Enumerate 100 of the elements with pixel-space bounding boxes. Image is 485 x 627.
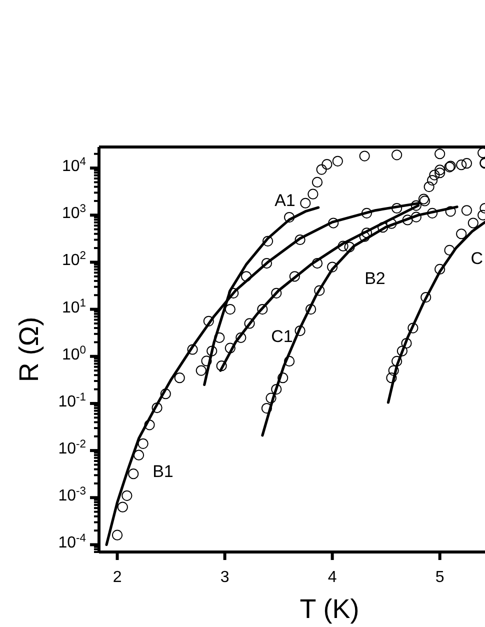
point (392, 202, 402, 214)
y-tick-label: 10$^{-2}$ (58, 438, 86, 458)
point (408, 322, 418, 334)
point (468, 218, 478, 228)
point (456, 160, 467, 170)
x-tick-label: 3 (220, 569, 230, 586)
point (174, 372, 185, 384)
point (434, 148, 446, 160)
point (434, 264, 446, 275)
point (244, 318, 255, 329)
point (294, 325, 306, 336)
annotation: C (470, 249, 483, 268)
point (461, 158, 472, 169)
point (316, 164, 327, 175)
point (410, 200, 422, 211)
point (427, 174, 438, 186)
point (284, 356, 295, 366)
point (271, 288, 282, 298)
point (187, 344, 198, 355)
point (456, 228, 467, 240)
point (261, 402, 272, 414)
point (128, 468, 139, 480)
point (314, 285, 325, 296)
point (434, 168, 446, 178)
x-tick-label: 2 (112, 569, 122, 586)
point (361, 208, 372, 218)
point (138, 438, 148, 449)
point (289, 271, 300, 282)
point (338, 240, 348, 252)
point (278, 372, 288, 384)
point (241, 271, 252, 282)
annotation: B2 (364, 269, 386, 288)
y-tick-label: 10$^{2}$ (62, 250, 86, 270)
point (224, 304, 236, 315)
point (284, 212, 295, 223)
point (294, 234, 306, 246)
y-tick-label: 10$^{4}$ (62, 156, 86, 176)
point (410, 212, 422, 222)
point (152, 402, 162, 414)
point (322, 159, 332, 170)
point (201, 356, 212, 366)
point (112, 530, 123, 540)
point (203, 316, 214, 326)
y-tick-label: 10$^{-4}$ (58, 532, 86, 552)
point (257, 304, 268, 315)
y-tick-label: 10$^{-1}$ (58, 391, 86, 410)
point (214, 332, 225, 343)
point (424, 181, 434, 192)
point (224, 342, 236, 354)
point (344, 242, 355, 252)
point (196, 365, 206, 376)
point (308, 188, 318, 200)
y-tick-label: 10$^{1}$ (62, 297, 86, 316)
point (392, 150, 402, 160)
point (332, 156, 343, 166)
point (206, 346, 218, 356)
point (386, 372, 397, 384)
annotation: B1 (152, 462, 174, 481)
point (300, 198, 311, 208)
point (401, 338, 412, 349)
x-tick-label: 4 (328, 569, 337, 586)
point (420, 292, 432, 303)
point (434, 164, 446, 176)
point (312, 176, 323, 188)
point (402, 214, 413, 226)
y-tick-label: 10$^{3}$ (62, 203, 86, 222)
point (117, 502, 128, 512)
point (262, 236, 274, 246)
x-axis-title: T (K) (300, 594, 360, 624)
y-tick-label: 10$^{0}$ (62, 344, 86, 364)
point (461, 205, 472, 216)
point (216, 360, 227, 372)
annotation: A1 (274, 191, 296, 210)
point (271, 384, 282, 395)
point (445, 206, 456, 217)
point (133, 450, 144, 460)
point (361, 228, 372, 238)
y-tick-label: 10$^{-3}$ (58, 486, 86, 505)
y-axis-title: R (Ω) (14, 316, 44, 382)
point (327, 262, 338, 272)
point (429, 170, 440, 180)
point (160, 388, 171, 400)
point (306, 304, 316, 315)
point (388, 365, 399, 376)
point (261, 258, 272, 269)
point (236, 332, 246, 343)
point (392, 356, 402, 366)
x-tick-label: 5 (435, 569, 444, 586)
annotation: C1 (271, 327, 293, 346)
point (266, 392, 276, 404)
point (396, 346, 408, 356)
point (122, 490, 132, 501)
point (378, 222, 388, 233)
point (328, 218, 339, 228)
point (312, 258, 323, 269)
line-series (261, 206, 458, 437)
point (427, 208, 438, 218)
point (144, 420, 155, 430)
point (359, 150, 370, 162)
point (444, 244, 455, 256)
